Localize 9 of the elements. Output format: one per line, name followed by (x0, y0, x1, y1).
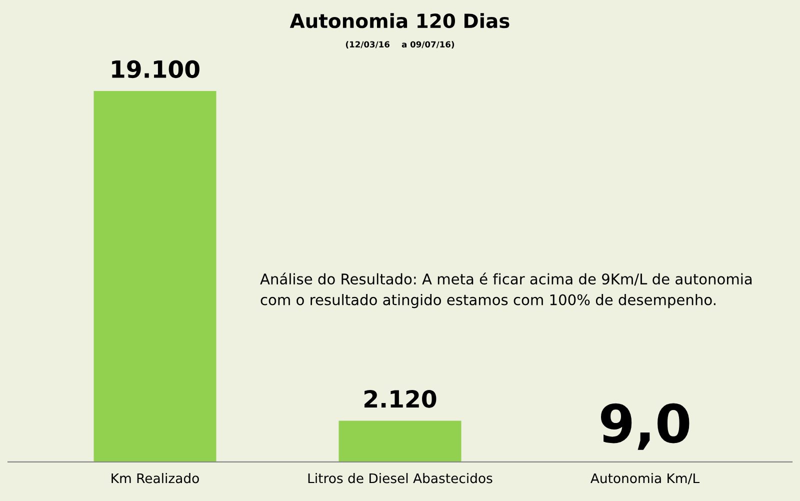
annotation: Análise do Resultado: A meta é ficar acima de 9Km/L de autonomia com o resultado atingido estamos com 100% de desempenho. (260, 272, 752, 308)
data-label: 2.120 (364, 390, 436, 408)
x-tick-label: Litros de Diesel Abastecidos (308, 473, 492, 484)
x-tick-label: Km Realizado (112, 473, 199, 484)
chart-title: Autonomia 120 Dias (290, 13, 510, 28)
chart-subtitle: (12/03/16 a 09/07/16) (346, 41, 454, 48)
data-label: 9,0 (600, 403, 690, 450)
data-label: 19.100 (112, 60, 200, 78)
x-tick-label: Autonomia Km/L (590, 473, 700, 484)
